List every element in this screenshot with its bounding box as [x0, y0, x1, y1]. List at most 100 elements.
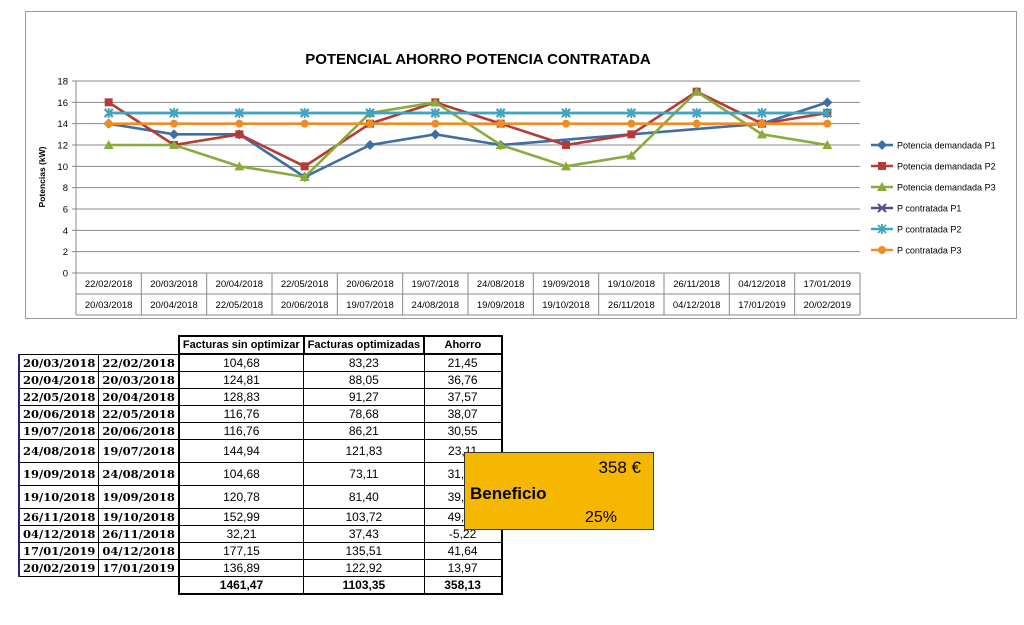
y-tick-label: 16: [57, 98, 68, 109]
y-tick-label: 4: [63, 226, 68, 237]
legend-marker: [878, 162, 886, 170]
y-tick-label: 12: [57, 141, 68, 152]
data-point: [627, 119, 636, 128]
row-ahorro: 21,45: [423, 353, 503, 372]
row-optimizadas: 122,92: [303, 559, 425, 577]
y-tick-label: 18: [57, 77, 68, 88]
x-tick-label-top: 20/06/2018: [346, 279, 394, 290]
table-row: 04/12/2018 26/11/2018 32,21 37,43 -5,22: [18, 525, 503, 543]
benefit-box: 358 € Beneficio 25%: [464, 452, 654, 530]
x-tick-label-bottom: 20/06/2018: [281, 300, 329, 311]
x-tick-label-top: 24/08/2018: [477, 279, 525, 290]
x-tick-label-top: 19/09/2018: [542, 279, 590, 290]
table-row: 24/08/2018 19/07/2018 144,94 121,83 23,11: [18, 439, 503, 463]
data-point: [496, 119, 505, 128]
x-tick-label-top: 19/07/2018: [412, 279, 460, 290]
benefit-label: Beneficio: [470, 484, 547, 503]
legend-entry: Potencia demandada P3: [871, 182, 996, 193]
line-chart: POTENCIAL AHORRO POTENCIA CONTRATADA 0 2 4 6…: [37, 51, 996, 316]
data-point: [104, 98, 113, 107]
row-optimizadas: 73,11: [303, 462, 425, 486]
y-tick-label: 14: [57, 119, 68, 130]
x-tick-label-bottom: 04/12/2018: [673, 300, 721, 311]
total-ahorro: 358,13: [423, 576, 503, 595]
x-tick-label-bottom: 20/04/2018: [150, 300, 198, 311]
data-point: [562, 141, 570, 149]
row-optimizadas: 37,43: [303, 525, 425, 543]
marker-stroke: [877, 203, 887, 213]
row-ahorro: 38,07: [423, 405, 503, 423]
data-point: [103, 140, 114, 149]
table-row: 17/01/2019 04/12/2018 177,15 135,51 41,64: [18, 542, 503, 560]
row-date-end: 20/06/2018: [18, 405, 100, 423]
legend-label: P contratada P2: [897, 225, 961, 235]
table-row: 20/03/2018 22/02/2018 104,68 83,23 21,45: [18, 353, 503, 372]
row-sin-optimizar: 120,78: [177, 485, 305, 509]
x-tick-label-bottom: 17/01/2019: [738, 300, 786, 311]
data-point: [562, 119, 570, 128]
total-optimizadas: 1103,35: [303, 576, 425, 595]
data-point: [430, 97, 441, 107]
legend-entry: P contratada P2: [871, 224, 961, 235]
legend-marker: [877, 140, 887, 150]
series-6: [104, 119, 832, 128]
x-tick-label-bottom: 19/10/2018: [542, 300, 590, 311]
data-point: [495, 140, 506, 149]
row-sin-optimizar: 144,94: [177, 439, 305, 463]
table-row: 20/06/2018 22/05/2018 116,76 78,68 38,07: [18, 405, 503, 423]
row-optimizadas: 121,83: [303, 439, 425, 463]
row-date-end: 04/12/2018: [18, 525, 100, 543]
row-date-start: 22/05/2018: [98, 405, 180, 423]
row-date-end: 24/08/2018: [18, 439, 100, 463]
x-tick-label-top: 22/02/2018: [85, 279, 133, 290]
row-date-start: 26/11/2018: [98, 525, 180, 543]
row-optimizadas: 103,72: [303, 508, 425, 526]
data-point: [234, 108, 244, 118]
row-date-start: 24/08/2018: [98, 462, 180, 486]
legend-entry: P contratada P3: [871, 246, 961, 256]
data-point: [104, 108, 114, 118]
table-row: 26/11/2018 19/10/2018 152,99 103,72 49,28: [18, 508, 503, 526]
row-sin-optimizar: 116,76: [177, 405, 305, 423]
data-point: [626, 150, 637, 160]
y-tick-label: 8: [63, 183, 68, 194]
y-tick-label: 0: [63, 269, 68, 280]
series-5: [104, 108, 832, 118]
x-tick-label-top: 26/11/2018: [673, 279, 720, 290]
x-tick-label-bottom: 24/08/2018: [412, 300, 460, 311]
row-date-end: 22/05/2018: [18, 388, 100, 406]
legend-label: Potencia demandada P3: [897, 183, 996, 193]
row-date-end: 26/11/2018: [18, 508, 100, 526]
row-sin-optimizar: 136,89: [177, 559, 305, 577]
row-optimizadas: 91,27: [303, 388, 425, 406]
data-point: [496, 108, 506, 118]
x-tick-label-bottom: 19/09/2018: [477, 300, 525, 311]
benefit-amount: 358 €: [598, 458, 641, 477]
table-row: 19/09/2018 24/08/2018 104,68 73,11 31,57: [18, 462, 503, 486]
row-date-end: 19/07/2018: [18, 422, 100, 440]
legend-marker: [877, 224, 887, 234]
x-tick-label-top: 20/03/2018: [150, 279, 198, 290]
data-point: [431, 119, 440, 128]
data-point: [365, 108, 375, 118]
data-point: [235, 130, 244, 139]
x-tick-label-bottom: 22/05/2018: [216, 300, 264, 311]
data-point: [365, 140, 375, 150]
y-axis-label: Potencias (kW): [37, 146, 47, 207]
data-point: [692, 108, 702, 118]
row-sin-optimizar: 104,68: [177, 462, 305, 486]
row-optimizadas: 81,40: [303, 485, 425, 509]
y-tick-label: 10: [57, 162, 68, 173]
row-optimizadas: 135,51: [303, 542, 425, 560]
data-point: [104, 119, 113, 128]
row-ahorro: 41,64: [423, 542, 503, 560]
legend-entry: P contratada P1: [871, 203, 961, 214]
row-optimizadas: 78,68: [303, 405, 425, 423]
row-sin-optimizar: 124,81: [177, 371, 305, 389]
table-body: 20/03/2018 22/02/2018 104,68 83,23 21,45 20/0…: [18, 353, 503, 577]
data-point: [561, 161, 571, 171]
row-ahorro: 30,55: [423, 422, 503, 440]
row-sin-optimizar: 116,76: [177, 422, 305, 440]
row-date-start: 19/07/2018: [98, 439, 180, 463]
data-point: [757, 129, 767, 139]
